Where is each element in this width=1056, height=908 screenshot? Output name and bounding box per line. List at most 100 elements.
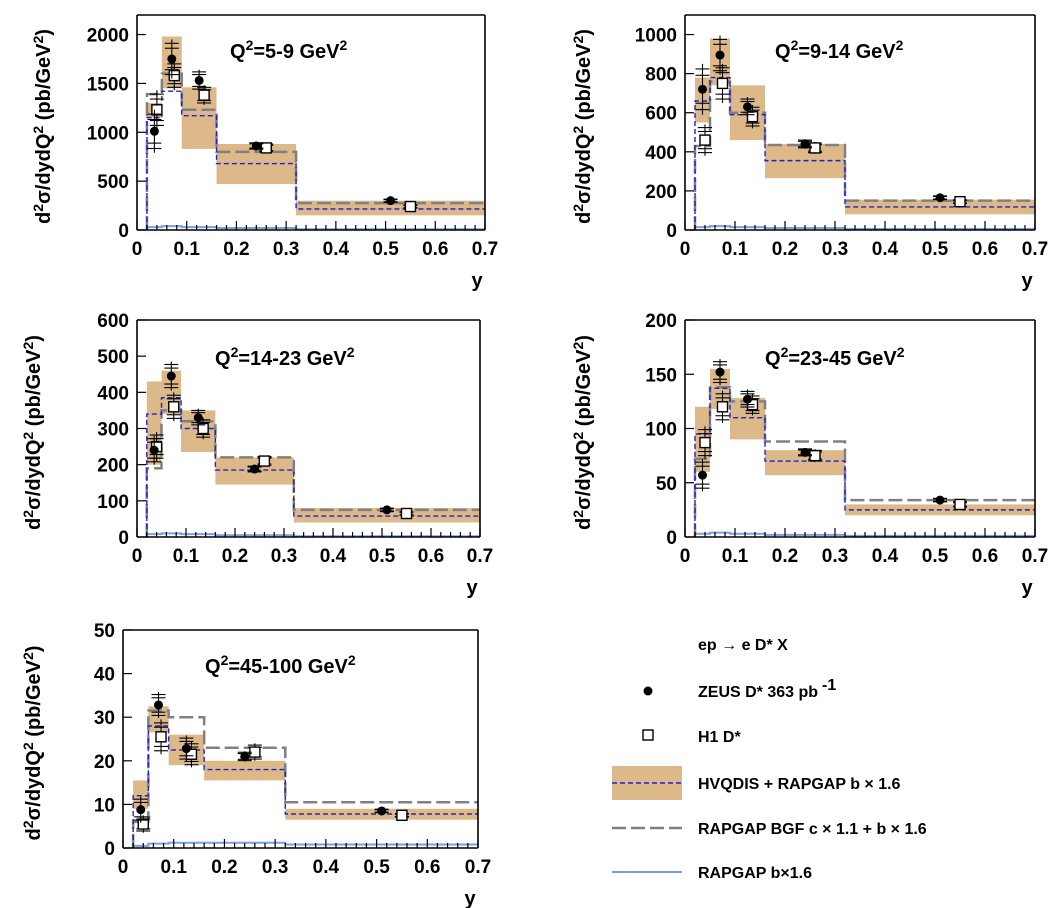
zeus-point [386,196,396,206]
zeus-point [935,495,945,505]
zeus-point [181,744,191,754]
h1-point [197,422,209,435]
x-tick-label: 0.6 [972,239,998,260]
h1-point [258,455,271,467]
x-tick-label: 0.2 [223,239,249,260]
x-tick-label: 0.4 [320,546,347,567]
y-tick-label: 300 [97,420,129,441]
x-axis-label: y [1021,577,1033,599]
zeus-point [193,413,203,423]
h1-point [716,77,729,90]
y-tick-label: 600 [645,104,677,125]
x-tick-label: 0.6 [414,857,440,878]
zeus-point [715,367,725,377]
y-tick-label: 0 [666,528,677,549]
zeus-point [240,751,250,761]
h1-point [137,818,149,830]
y-tick-label: 1000 [87,123,129,144]
x-tick-label: 0.7 [472,239,498,260]
y-tick-label: 500 [97,347,129,368]
panel-title: Q2=23-45 GeV2 [765,344,905,370]
chart-panel-5: 0 0.1 0.2 0.3 0.4 0.5 0.6 0.7 0 10 20 30 40 50 y d2σ/dy… [20,621,491,908]
x-tick-label: 0.5 [922,239,949,260]
zeus-point [698,470,707,480]
y-tick-label: 800 [645,65,677,86]
legend-zeus-sup: -1 [822,677,836,694]
h1-point [404,200,417,213]
x-tick-label: 0.3 [822,546,848,567]
rapgap-bgf-line [145,409,480,537]
zeus-point [715,50,725,60]
x-tick-label: 0.7 [467,546,493,567]
x-axis-label: y [1021,270,1033,292]
y-tick-label: 100 [645,420,677,441]
x-tick-label: 0.6 [418,546,444,567]
h1-point [168,401,180,413]
y-tick-label: 100 [97,492,129,513]
y-tick-label: 1500 [87,74,129,95]
h1-point [198,89,210,101]
x-tick-label: 0.6 [972,546,998,567]
y-axis-label: d2σ/dydQ2 (pb/GeV2) [20,335,45,530]
legend: ep → e D* X ZEUS D* 363 pb -1 H1 D* HVQDIS +… [612,637,927,882]
x-tick-label: 0.1 [722,239,749,260]
x-tick-label: 0.7 [465,857,491,878]
y-tick-label: 10 [94,795,115,816]
zeus-point [194,75,204,85]
y-axis-label: d2σ/dydQ2 (pb/GeV2) [30,29,55,224]
y-tick-label: 400 [97,383,129,404]
x-axis-label: y [464,888,476,908]
legend-h1-marker [642,729,654,741]
chart-panel-4: 0 0.1 0.2 0.3 0.4 0.5 0.6 0.7 0 50 100 150 200 y d2σ/d… [570,311,1048,599]
zeus-point [698,84,707,94]
y-tick-label: 50 [656,474,677,495]
h1-point [699,436,711,449]
x-tick-label: 0.5 [363,857,390,878]
zeus-point [800,447,810,457]
x-tick-label: 0.1 [161,857,188,878]
hvqdis-line [694,76,1035,230]
hvqdis-band [845,199,1035,215]
chart-panel-2: 0 0.1 0.2 0.3 0.4 0.5 0.6 0.7 0 200 400 600 800 1000 y… [570,14,1048,292]
x-tick-label: 0.4 [872,239,899,260]
x-tick-label: 0.3 [822,239,848,260]
zeus-point [743,102,752,112]
h1-point [155,731,167,743]
x-tick-label: 0.7 [1022,546,1048,567]
x-tick-label: 0.2 [211,857,237,878]
y-tick-label: 500 [97,172,129,193]
y-tick-label: 0 [666,221,677,242]
chart-panel-3: 0 0.1 0.2 0.3 0.4 0.5 0.6 0.7 0 100 200 300 400 500 60… [20,311,493,599]
hvqdis-line [132,725,478,848]
h1-point [954,195,966,208]
y-tick-label: 50 [94,621,115,642]
x-tick-label: 0.2 [222,546,248,567]
h1-point [954,498,966,511]
legend-zeus: ZEUS D* 363 pb [698,684,818,701]
hvqdis-band [204,760,286,781]
y-tick-label: 600 [97,311,129,332]
zeus-point [935,193,945,203]
y-tick-label: 2000 [87,26,129,47]
x-tick-label: 0.5 [369,546,396,567]
panel-title: Q2=5-9 GeV2 [230,37,348,63]
y-tick-label: 40 [94,665,115,686]
zeus-point [149,126,159,136]
y-tick-label: 200 [645,311,677,332]
panel-title: Q2=14-23 GeV2 [215,344,355,370]
h1-point [396,809,408,821]
legend-rapgap-b: RAPGAP b×1.6 [698,865,812,882]
hvqdis-band [133,780,149,809]
x-tick-label: 0 [680,239,691,260]
panel-title: Q2=9-14 GeV2 [775,37,904,63]
legend-zeus-marker [643,686,653,696]
zeus-point [377,806,387,816]
chart-panel-1: 0 0.1 0.2 0.3 0.4 0.5 0.6 0.7 0 500 1000 1500 2000 y d… [30,14,498,292]
x-tick-label: 0.3 [273,239,299,260]
h1-point [151,104,163,116]
x-tick-label: 0 [118,857,129,878]
y-axis-label: d2σ/dydQ2 (pb/GeV2) [20,646,45,841]
y-tick-label: 200 [645,182,677,203]
x-tick-label: 0.1 [173,546,200,567]
